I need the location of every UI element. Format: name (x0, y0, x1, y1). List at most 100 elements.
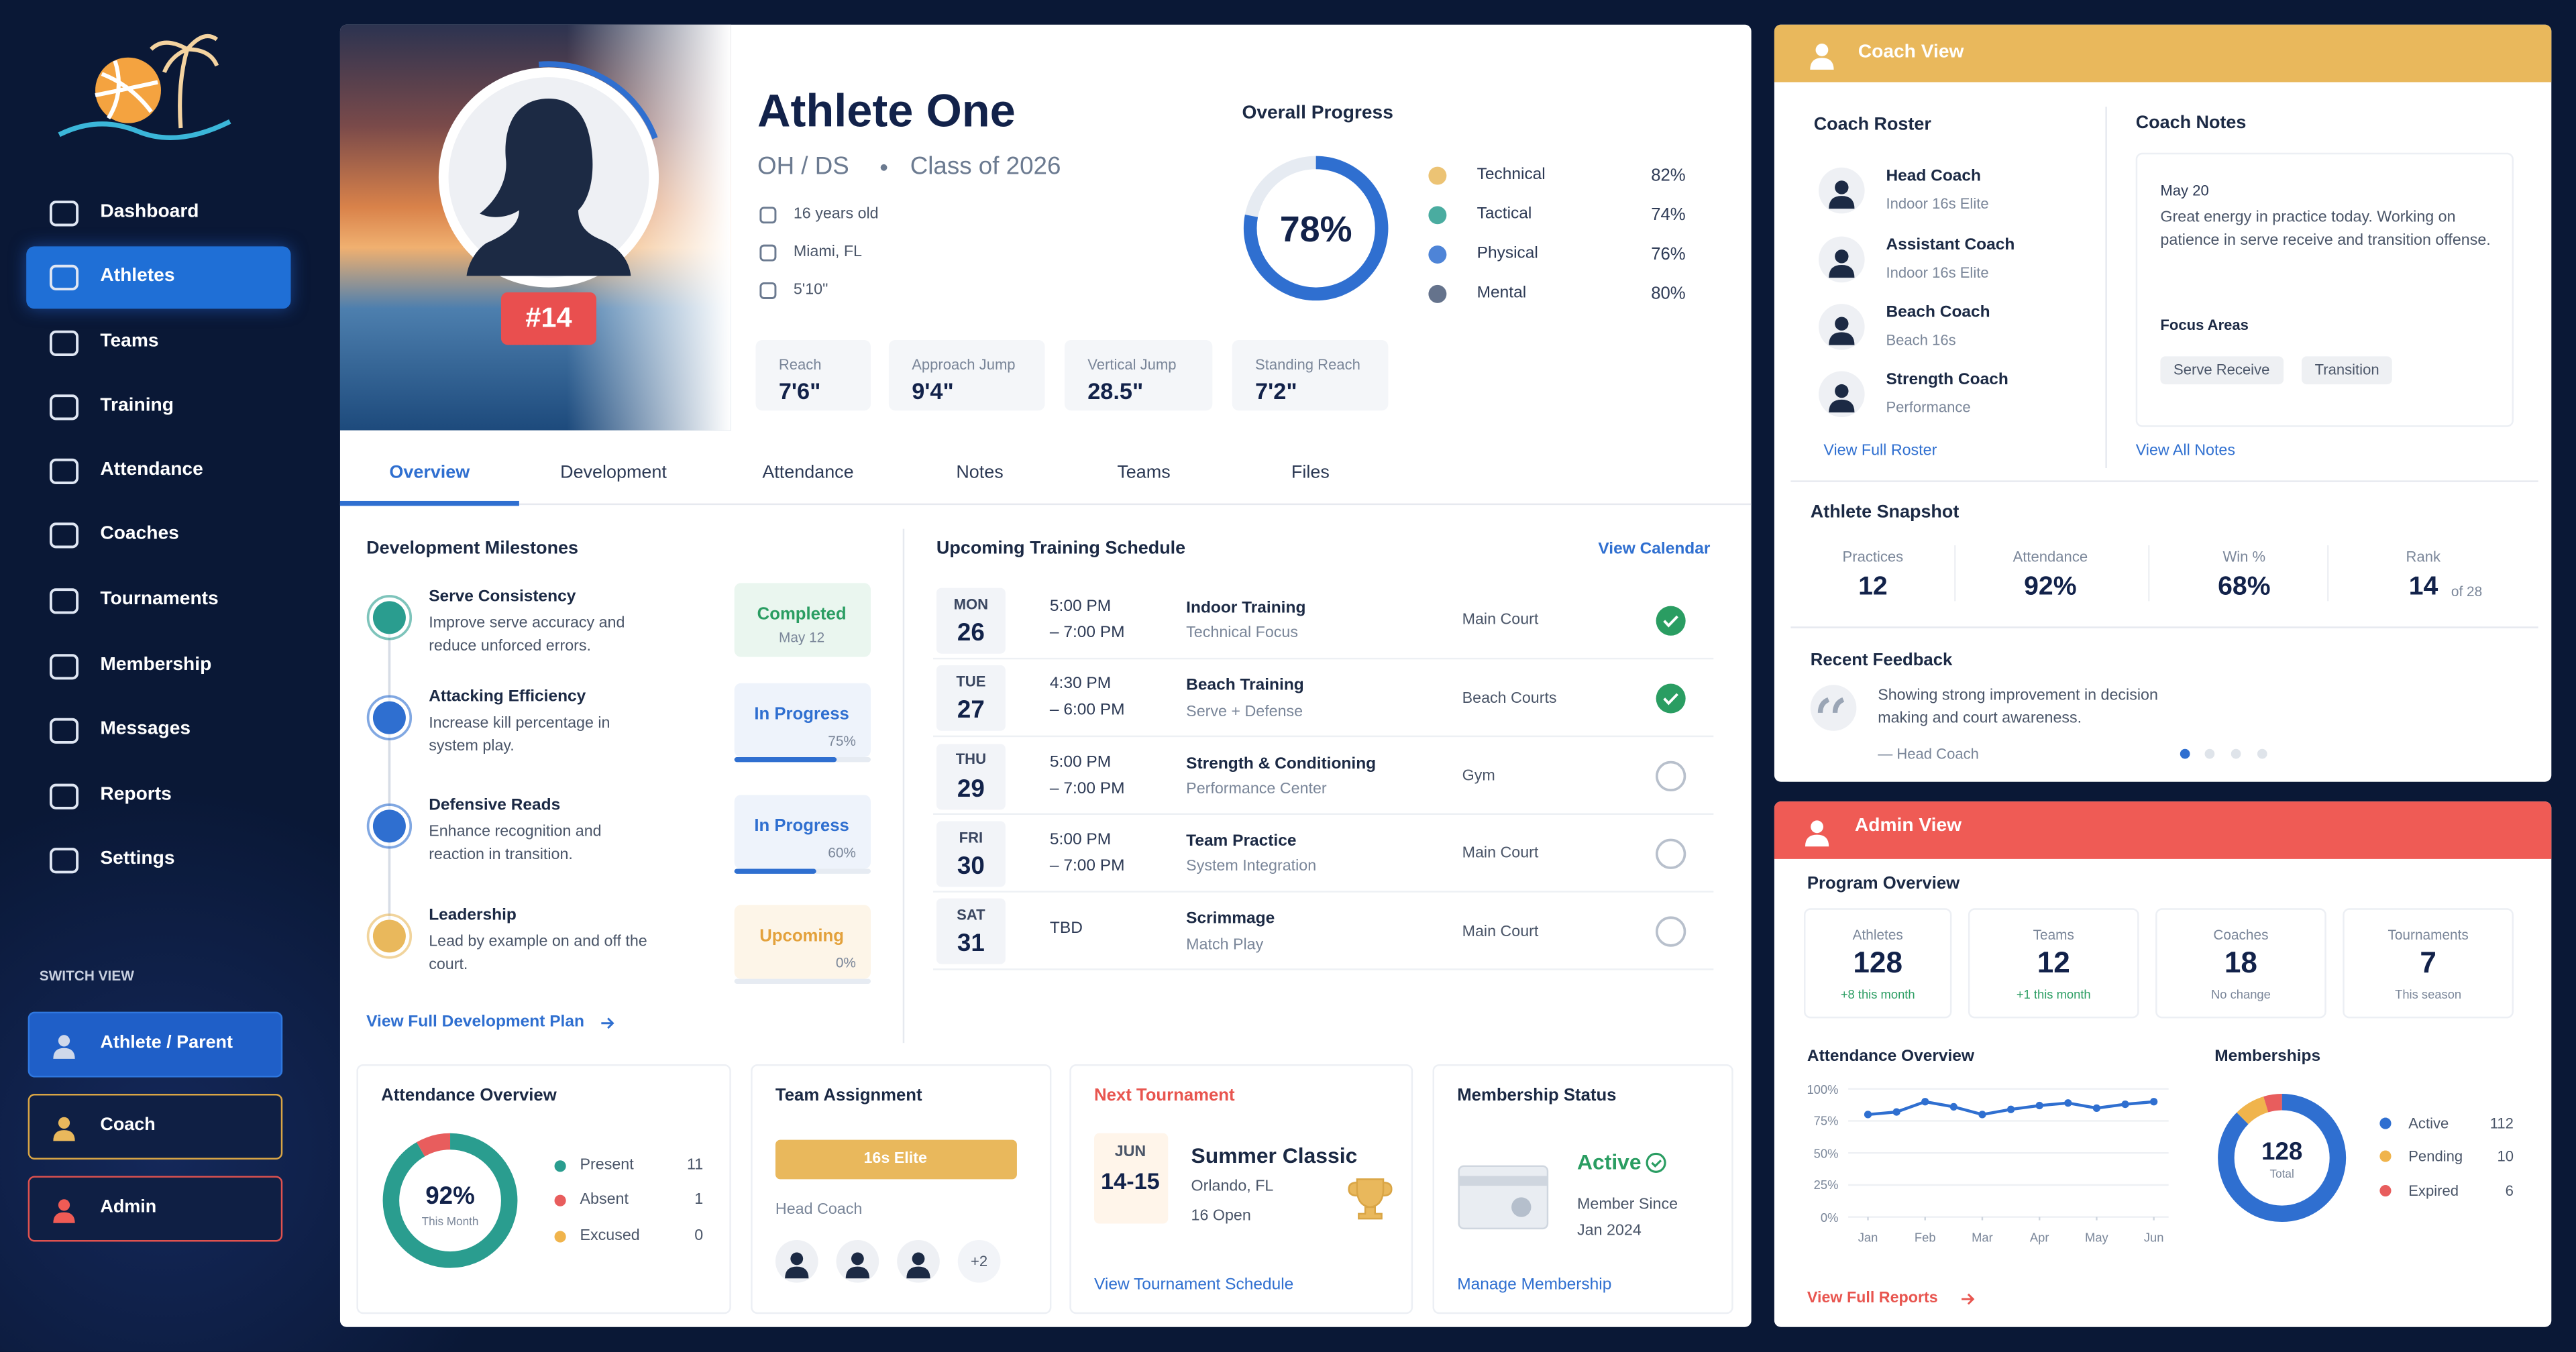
tab[interactable]: Overview (389, 463, 470, 484)
switch-view-label[interactable]: Athlete / Parent (100, 1033, 233, 1054)
link[interactable]: View All Notes (2135, 442, 2236, 461)
jersey-number: #14 (525, 302, 572, 333)
donut-segment (382, 1133, 518, 1268)
link[interactable]: View Tournament Schedule (1094, 1276, 1294, 1294)
nav-item[interactable]: Dashboard (100, 202, 199, 222)
tab[interactable]: Attendance (762, 463, 854, 484)
progress-label: 75% (828, 732, 856, 749)
link[interactable]: Manage Membership (1457, 1276, 1612, 1294)
coach-role: Strength Coach (1886, 371, 2008, 390)
nav-icon (49, 458, 79, 484)
nav-icon (49, 522, 79, 549)
skill-icon (1428, 166, 1447, 185)
card-title: Next Tournament (1094, 1085, 1235, 1105)
x-tick-label: Apr (2029, 1229, 2049, 1245)
section-title: Coach Roster (1813, 115, 1931, 135)
pending-circle (1655, 760, 1686, 792)
card-title: Membership Status (1457, 1085, 1617, 1105)
nav-icon (49, 718, 79, 744)
note-box (2135, 152, 2514, 427)
stat-value: 7'2" (1255, 377, 1297, 404)
nav-icon (49, 783, 79, 809)
note-text: Great energy in practice today. Working … (2160, 209, 2491, 250)
coach-role: Assistant Coach (1886, 236, 2015, 255)
location: Main Court (1462, 922, 1539, 941)
nav-item[interactable]: Tournaments (100, 589, 219, 610)
link-arrow (1962, 1293, 1975, 1305)
nav-item[interactable]: Messages (100, 719, 191, 740)
feedback-author: — Head Coach (1878, 744, 1979, 762)
focus-tag: Transition (2302, 355, 2393, 385)
session-subtitle: Match Play (1186, 935, 1264, 954)
date-box (936, 899, 1006, 965)
y-tick-label: 25% (1813, 1177, 1839, 1192)
admin-panel (1774, 801, 2552, 1327)
tab[interactable]: Development (560, 463, 667, 484)
detail-icon (759, 244, 777, 262)
session-title: Scrimmage (1186, 910, 1275, 929)
skill-value: 80% (1651, 283, 1686, 304)
stat-value: 28.5" (1087, 377, 1144, 404)
switch-view-button[interactable] (28, 1011, 283, 1078)
nav-item[interactable]: Attendance (100, 459, 203, 480)
membership-total: 128 (2261, 1138, 2303, 1166)
link[interactable]: View Calendar (1598, 540, 1711, 559)
avatar-body (1805, 834, 1829, 847)
x-tick-label: Feb (1914, 1229, 1936, 1245)
skill-value: 76% (1651, 244, 1686, 264)
team-pill (775, 1139, 1017, 1180)
nav-item[interactable]: Athletes (100, 266, 175, 286)
membership-status: Active (1577, 1149, 1642, 1175)
detail: Miami, FL (793, 243, 862, 262)
link[interactable]: View Full Development Plan (366, 1013, 584, 1031)
snapshot-suffix: of 28 (2451, 583, 2483, 600)
stat-label: Approach Jump (912, 355, 1016, 372)
nav-item[interactable]: Membership (100, 655, 212, 675)
nav-item[interactable]: Settings (100, 849, 175, 869)
skill-icon (1428, 284, 1447, 303)
skill-value: 74% (1651, 205, 1686, 225)
admin-header (1774, 801, 2552, 859)
carousel-dot (2231, 748, 2241, 759)
status-note: May 12 (778, 628, 825, 646)
nav-item[interactable]: Teams (100, 331, 159, 352)
time-end: – 7:00 PM (1049, 624, 1125, 642)
date-box (936, 587, 1006, 654)
card (1069, 1064, 1413, 1314)
link[interactable]: View Full Reports (1807, 1290, 1938, 1308)
nav-item[interactable]: Training (100, 396, 174, 416)
overview-value: 128 (1853, 946, 1902, 980)
milestone-description: Enhance recognition and reaction in tran… (429, 822, 602, 864)
positions: OH / DS (757, 152, 849, 181)
milestone-icon (372, 701, 406, 734)
section-title: Memberships (2214, 1048, 2321, 1066)
avatar-body (1829, 332, 1855, 345)
tab[interactable]: Notes (956, 463, 1004, 484)
time-start: 5:00 PM (1049, 598, 1112, 616)
switch-view-label[interactable]: Coach (100, 1115, 156, 1136)
milestone-description: Lead by example on and off the court. (429, 933, 647, 974)
carousel-dot (2180, 748, 2190, 759)
avatar-body (1810, 58, 1834, 70)
check-circle (1656, 683, 1686, 714)
pending-circle (1655, 916, 1686, 947)
line-point (2006, 1105, 2015, 1113)
switch-view-label[interactable]: Admin (100, 1198, 157, 1218)
overview-value: 12 (2037, 946, 2070, 980)
x-tick-label: May (2085, 1229, 2108, 1245)
separator-dot (880, 164, 888, 171)
nav-icon (49, 201, 79, 227)
nav-item[interactable]: Coaches (100, 524, 179, 544)
status: Upcoming (759, 925, 844, 946)
switch-view-button[interactable] (28, 1176, 283, 1242)
nav-item[interactable]: Reports (100, 785, 172, 805)
switch-view-button[interactable] (28, 1094, 283, 1160)
tab[interactable]: Files (1291, 463, 1330, 484)
tab[interactable]: Teams (1117, 463, 1171, 484)
line-point (1892, 1108, 1900, 1116)
line-point (1949, 1103, 1957, 1111)
team-name: 16s Elite (863, 1150, 927, 1168)
milestone-title: Defensive Reads (429, 796, 561, 815)
link[interactable]: View Full Roster (1823, 442, 1937, 461)
date-box (936, 665, 1006, 732)
